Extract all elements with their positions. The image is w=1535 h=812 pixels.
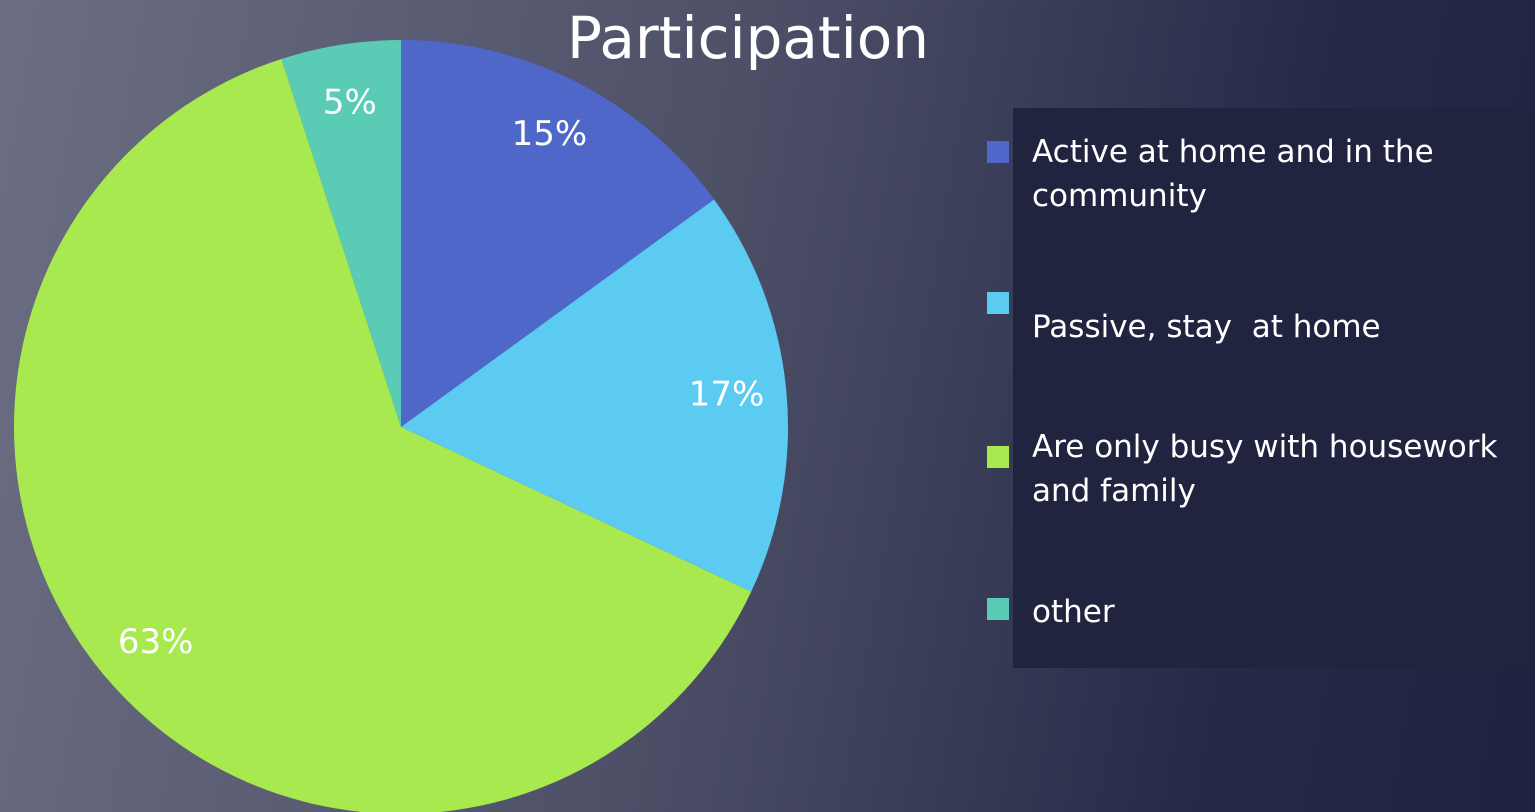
pie-slice <box>281 40 401 427</box>
pie-slice <box>401 199 788 592</box>
legend-label: Passive, stay at home <box>1032 309 1381 345</box>
legend-swatch <box>987 292 1009 314</box>
data-label: 5% <box>323 83 377 123</box>
legend-swatch <box>987 446 1009 468</box>
legend-swatch <box>987 141 1009 163</box>
data-label: 17% <box>689 375 765 415</box>
pie-slice <box>401 40 715 427</box>
data-label: 15% <box>512 114 588 154</box>
chart-title: Participation <box>567 4 929 72</box>
data-label: 63% <box>118 622 194 662</box>
legend-label: other <box>1032 594 1115 630</box>
legend-label: Are only busy with housework and family <box>1032 429 1508 509</box>
legend <box>1013 108 1535 668</box>
legend-label: Active at home and in the community <box>1032 134 1444 214</box>
pie-slice <box>14 58 752 812</box>
legend-swatch <box>987 598 1009 620</box>
